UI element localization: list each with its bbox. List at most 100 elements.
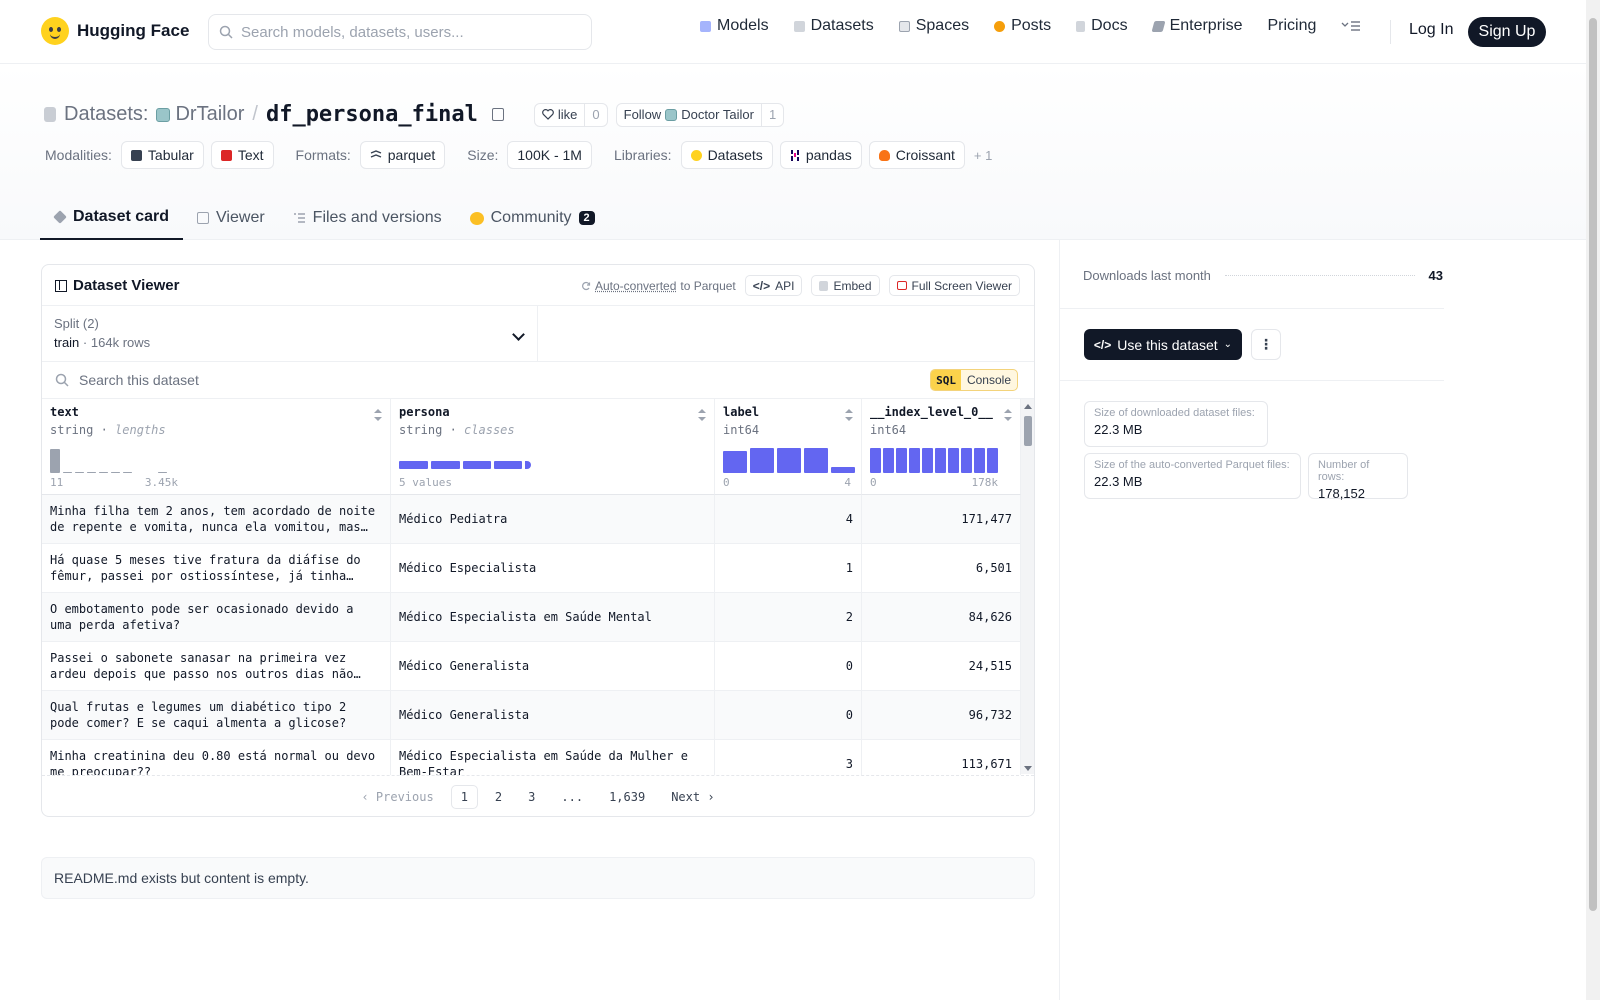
cell-persona[interactable]: Médico Especialista xyxy=(391,544,715,592)
axis-max: 3.45k xyxy=(144,476,178,489)
cell-text[interactable]: Passei o sabonete sanasar na primeira ve… xyxy=(42,642,391,690)
copy-icon[interactable] xyxy=(491,108,504,121)
table-row[interactable]: Há quase 5 meses tive fratura da diáfise… xyxy=(42,544,1021,593)
cell-index[interactable]: 113,671 xyxy=(862,740,1021,775)
table-row[interactable]: O embotamento pode ser ocasionado devido… xyxy=(42,593,1021,642)
nav-pricing[interactable]: Pricing xyxy=(1267,17,1316,35)
more-libraries[interactable]: + 1 xyxy=(973,147,993,163)
tag-tabular[interactable]: Tabular xyxy=(120,141,204,169)
cell-label[interactable]: 0 xyxy=(715,691,862,739)
table-scrollbar[interactable] xyxy=(1021,399,1034,774)
dataset-owner[interactable]: DrTailor xyxy=(156,103,244,126)
cell-persona[interactable]: Médico Generalista xyxy=(391,642,715,690)
table-scrollbar-thumb[interactable] xyxy=(1024,416,1032,446)
sql-label: SQL xyxy=(931,370,961,390)
card-icon xyxy=(53,210,67,224)
nav-spaces[interactable]: Spaces xyxy=(898,17,969,35)
tab-files[interactable]: Files and versions xyxy=(279,196,456,240)
previous-page-button[interactable]: ‹ Previous xyxy=(361,789,434,804)
like-button[interactable]: like 0 xyxy=(533,102,608,127)
cell-text[interactable]: Minha creatinina deu 0.80 está normal ou… xyxy=(42,740,391,775)
use-this-dataset-button[interactable]: </> Use this dataset ⌄ xyxy=(1084,329,1242,360)
scroll-down-icon[interactable] xyxy=(1024,766,1032,771)
signup-button[interactable]: Sign Up xyxy=(1468,17,1546,47)
global-search[interactable] xyxy=(208,14,592,50)
tag-lib-pandas[interactable]: pandas xyxy=(779,141,862,169)
nav-datasets[interactable]: Datasets xyxy=(793,17,874,35)
nav-enterprise[interactable]: Enterprise xyxy=(1151,17,1242,35)
tag-size[interactable]: 100K - 1M xyxy=(507,141,592,169)
cell-value: 3 xyxy=(845,757,853,771)
nav-more-menu[interactable] xyxy=(1341,19,1361,33)
auto-converted-link[interactable]: Auto-converted to Parquet xyxy=(581,279,736,293)
column-header-text[interactable]: text string · lengths 11 3.45k xyxy=(42,399,391,495)
cell-persona[interactable]: Médico Generalista xyxy=(391,691,715,739)
table-row[interactable]: Minha filha tem 2 anos, tem acordado de … xyxy=(42,495,1021,544)
sort-icon[interactable] xyxy=(845,409,854,421)
table-row[interactable]: Qual frutas e legumes um diabético tipo … xyxy=(42,691,1021,740)
dataset-name[interactable]: df_persona_final xyxy=(265,102,478,127)
cell-index[interactable]: 24,515 xyxy=(862,642,1021,690)
column-header-index[interactable]: __index_level_0__ int64 0 178k xyxy=(862,399,1021,495)
more-options-button[interactable]: ⋮ xyxy=(1251,329,1281,360)
column-header-persona[interactable]: persona string · classes 5 values xyxy=(391,399,715,495)
posts-icon xyxy=(994,20,1006,32)
cell-persona[interactable]: Médico Especialista em Saúde Mental xyxy=(391,593,715,641)
api-button[interactable]: </> API xyxy=(744,275,803,296)
hist-bar xyxy=(987,448,998,473)
page-2-button[interactable]: 2 xyxy=(494,789,503,804)
scroll-up-icon[interactable] xyxy=(1024,404,1032,409)
cell-label[interactable]: 0 xyxy=(715,642,862,690)
nav-models[interactable]: Models xyxy=(700,17,769,35)
cell-text[interactable]: Há quase 5 meses tive fratura da diáfise… xyxy=(42,544,391,592)
rows-stat: Number of rows: 178,152 xyxy=(1308,453,1408,501)
tab-dataset-card[interactable]: Dataset card xyxy=(40,196,184,240)
tag-lib-datasets[interactable]: Datasets xyxy=(680,141,773,169)
cell-persona[interactable]: Médico Especialista em Saúde da Mulher e… xyxy=(391,740,715,775)
cell-label[interactable]: 1 xyxy=(715,544,862,592)
tag-text[interactable]: Text xyxy=(210,141,274,169)
tag-lib-croissant[interactable]: Croissant xyxy=(868,141,965,169)
follow-button[interactable]: Follow Doctor Tailor 1 xyxy=(615,102,785,127)
cell-label[interactable]: 2 xyxy=(715,593,862,641)
full-screen-button[interactable]: Full Screen Viewer xyxy=(888,275,1020,296)
cell-text[interactable]: Qual frutas e legumes um diabético tipo … xyxy=(42,691,391,739)
hist-bar xyxy=(935,448,946,473)
tab-viewer[interactable]: Viewer xyxy=(183,196,279,240)
global-search-input[interactable] xyxy=(241,23,571,41)
brand-logo[interactable]: Hugging Face xyxy=(41,17,189,45)
cell-index[interactable]: 84,626 xyxy=(862,593,1021,641)
sort-icon[interactable] xyxy=(374,409,383,421)
tag-parquet[interactable]: parquet xyxy=(359,141,446,169)
tab-community[interactable]: Community 2 xyxy=(456,196,609,240)
last-page-button[interactable]: 1,639 xyxy=(609,789,646,804)
page-scrollbar-thumb[interactable] xyxy=(1589,18,1597,911)
nav-posts[interactable]: Posts xyxy=(994,17,1051,35)
cell-label[interactable]: 4 xyxy=(715,495,862,543)
cell-index[interactable]: 171,477 xyxy=(862,495,1021,543)
cell-index[interactable]: 6,501 xyxy=(862,544,1021,592)
sort-icon[interactable] xyxy=(1004,409,1013,421)
cell-text[interactable]: Minha filha tem 2 anos, tem acordado de … xyxy=(42,495,391,543)
login-link[interactable]: Log In xyxy=(1409,21,1454,38)
nav-docs[interactable]: Docs xyxy=(1076,17,1128,35)
dataset-search[interactable]: SQL Console xyxy=(42,362,1034,399)
cell-index[interactable]: 96,732 xyxy=(862,691,1021,739)
fullscreen-icon xyxy=(896,281,907,290)
dataset-search-input[interactable] xyxy=(79,372,779,388)
cell-label[interactable]: 3 xyxy=(715,740,862,775)
next-page-button[interactable]: Next › xyxy=(671,789,715,804)
cell-persona[interactable]: Médico Pediatra xyxy=(391,495,715,543)
sql-console-button[interactable]: SQL Console xyxy=(930,369,1018,391)
table-row[interactable]: Passei o sabonete sanasar na primeira ve… xyxy=(42,642,1021,691)
split-selector[interactable]: Split (2) train · 164k rows xyxy=(42,306,538,362)
page-1-button[interactable]: 1 xyxy=(450,784,478,809)
embed-button[interactable]: Embed xyxy=(811,275,880,296)
sort-icon[interactable] xyxy=(698,409,707,421)
page-3-button[interactable]: 3 xyxy=(528,789,536,804)
split-rows: 164k rows xyxy=(90,335,151,350)
table-row[interactable]: Minha creatinina deu 0.80 está normal ou… xyxy=(42,740,1021,775)
code-icon: </> xyxy=(1093,337,1112,352)
cell-text[interactable]: O embotamento pode ser ocasionado devido… xyxy=(42,593,391,641)
